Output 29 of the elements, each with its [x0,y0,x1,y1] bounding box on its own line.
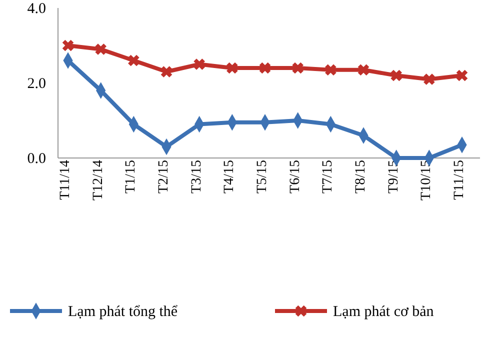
y-tick-label: 0.0 [27,150,46,167]
point [424,74,435,85]
x-tick-label: T2/15 [156,160,172,194]
x-tick-label: T7/15 [320,160,336,194]
point [226,62,238,74]
x-tick-label: T3/15 [189,160,204,194]
x-tick-label: T4/15 [222,160,238,194]
x-tick-label: T5/15 [255,160,270,194]
x-tick-label: T11/14 [58,160,73,200]
point [128,54,140,66]
x-tick-label: T1/15 [124,160,139,194]
point [95,44,106,55]
x-tick-label: T8/15 [354,160,368,194]
point [194,58,205,70]
y-tick-label: 2.0 [27,76,46,92]
point [358,64,370,76]
point [160,66,172,78]
point [62,40,74,52]
point [292,62,304,74]
point [259,62,271,74]
point [325,64,336,76]
x-tick-label: T6/15 [288,160,303,194]
point [390,70,402,82]
point [456,70,468,82]
legend-label: Lạm phát cơ bản [333,304,434,320]
x-tick-label: T11/15 [452,160,467,200]
y-tick-label: 4.0 [27,0,46,17]
x-tick-label: T12/14 [90,160,106,200]
legend-label: Lạm phát tổng thể [68,304,178,320]
